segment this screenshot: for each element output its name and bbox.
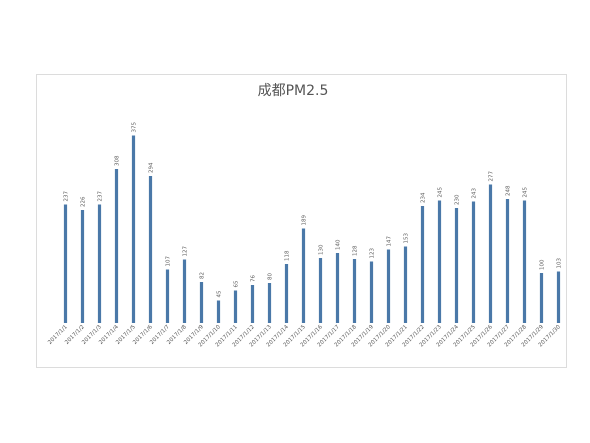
value-label-4: 308 [114,155,120,166]
bar-15 [301,228,306,323]
bar-10 [216,300,221,323]
bar-26 [488,184,493,323]
bar-17 [335,253,340,323]
value-label-16: 130 [318,244,324,255]
value-labels-layer: 237 226 237 308 375 294 107 127 82 45 65 76 80 118 189… [63,122,562,298]
bars-layer [63,135,561,323]
bar-2 [80,210,85,323]
value-label-6: 294 [148,162,154,173]
value-label-15: 189 [301,215,307,226]
value-label-14: 118 [284,250,290,261]
value-label-12: 76 [250,275,256,282]
bar-16 [318,258,323,323]
value-label-2: 226 [80,196,86,207]
value-label-23: 245 [437,187,443,198]
value-label-21: 153 [403,233,409,244]
bar-29 [539,273,544,323]
bar-11 [233,290,238,323]
value-label-13: 80 [267,273,273,280]
value-label-24: 230 [454,194,460,205]
bar-12 [250,285,255,323]
value-label-5: 375 [131,122,137,133]
bar-25 [471,201,476,323]
bar-13 [267,283,272,323]
value-label-30: 103 [556,258,562,269]
value-label-25: 243 [471,188,477,199]
value-label-20: 147 [386,236,392,247]
bar-4 [114,169,119,323]
bar-1 [63,204,68,323]
bar-19 [369,261,374,323]
value-label-3: 237 [97,191,103,202]
value-label-22: 234 [420,192,426,203]
bar-24 [454,208,459,323]
value-label-18: 128 [352,245,358,256]
bar-9 [199,282,204,323]
chart-frame: 成都PM2.5 237 226 237 308 375 294 107 127 82 45 65 76… [36,74,567,368]
bar-5 [131,135,136,323]
value-label-19: 123 [369,248,375,259]
bar-7 [165,269,170,323]
bar-22 [420,206,425,323]
chart-svg: 成都PM2.5 237 226 237 308 375 294 107 127 82 45 65 76… [47,83,562,349]
bar-3 [97,204,102,323]
bar-21 [403,246,408,323]
value-label-26: 277 [488,171,494,182]
value-label-27: 248 [505,185,511,196]
value-label-28: 245 [522,187,528,198]
bar-18 [352,259,357,323]
value-label-17: 140 [335,239,341,250]
value-label-29: 100 [539,259,545,270]
bar-30 [556,271,561,323]
bar-20 [386,249,391,323]
value-label-9: 82 [199,272,205,279]
tick-labels-layer: 2017/1/12017/1/22017/1/32017/1/42017/1/5… [47,324,562,349]
bar-28 [522,200,527,323]
value-label-7: 107 [165,256,171,267]
value-label-11: 65 [233,280,239,287]
chart-title: 成都PM2.5 [258,83,329,99]
value-label-8: 127 [182,246,188,257]
bar-23 [437,200,442,323]
bar-6 [148,176,153,323]
bar-8 [182,259,187,323]
bar-27 [505,199,510,323]
value-label-10: 45 [216,290,222,297]
value-label-1: 237 [63,191,69,202]
bar-14 [284,264,289,323]
